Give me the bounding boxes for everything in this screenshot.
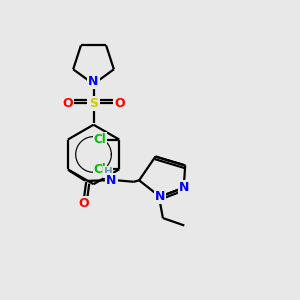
- Text: O: O: [78, 197, 88, 210]
- Text: O: O: [114, 97, 125, 110]
- Text: Cl: Cl: [94, 133, 106, 146]
- Text: N: N: [88, 75, 99, 88]
- Text: H: H: [103, 167, 112, 177]
- Text: N: N: [106, 174, 117, 187]
- Text: N: N: [155, 190, 165, 203]
- Text: O: O: [62, 97, 73, 110]
- Text: Cl: Cl: [94, 163, 106, 176]
- Text: N: N: [178, 181, 189, 194]
- Text: S: S: [89, 97, 98, 110]
